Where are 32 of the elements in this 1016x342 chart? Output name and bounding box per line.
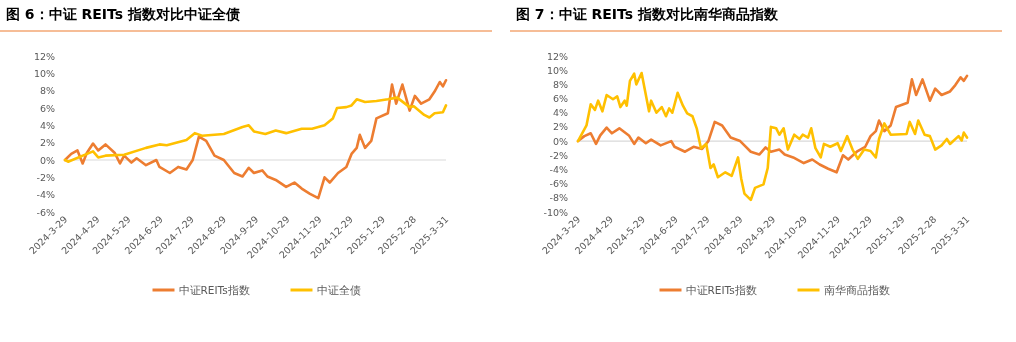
y-tick-label: 4%	[39, 119, 55, 131]
y-tick-label: -6%	[549, 178, 568, 190]
line-series	[576, 71, 969, 202]
chart-title: 图 6：中证 REITs 指数对比中证全债	[6, 6, 240, 22]
legend-label: 中证REITs指数	[685, 284, 757, 296]
y-tick-label: 0%	[552, 135, 568, 147]
line-series	[576, 74, 969, 174]
y-tick-label: 8%	[39, 85, 55, 97]
y-tick-label: 8%	[552, 78, 568, 90]
line-series	[63, 96, 448, 164]
y-tick-label: 12%	[33, 50, 55, 62]
chart-title: 图 7：中证 REITs 指数对比南华商品指数	[516, 6, 779, 22]
y-tick-label: -2%	[549, 149, 568, 161]
y-tick-label: 2%	[552, 121, 568, 133]
y-tick-label: -10%	[543, 206, 568, 218]
y-tick-label: 12%	[546, 50, 568, 62]
y-tick-label: 2%	[39, 137, 55, 149]
y-tick-label: 10%	[546, 64, 568, 76]
y-tick-label: -8%	[549, 192, 568, 204]
y-tick-label: 6%	[552, 93, 568, 105]
legend-label: 中证REITs指数	[178, 284, 250, 296]
legend-label: 中证全债	[316, 284, 361, 296]
legend-label: 南华商品指数	[823, 284, 890, 296]
y-tick-label: -4%	[549, 163, 568, 175]
y-tick-label: 4%	[552, 107, 568, 119]
y-tick-label: 10%	[33, 67, 55, 79]
y-tick-label: -2%	[36, 171, 55, 183]
y-tick-label: -4%	[36, 189, 55, 201]
y-tick-label: 6%	[39, 102, 55, 114]
line-series	[63, 78, 448, 200]
y-tick-label: -6%	[36, 206, 55, 218]
y-tick-label: 0%	[39, 154, 55, 166]
